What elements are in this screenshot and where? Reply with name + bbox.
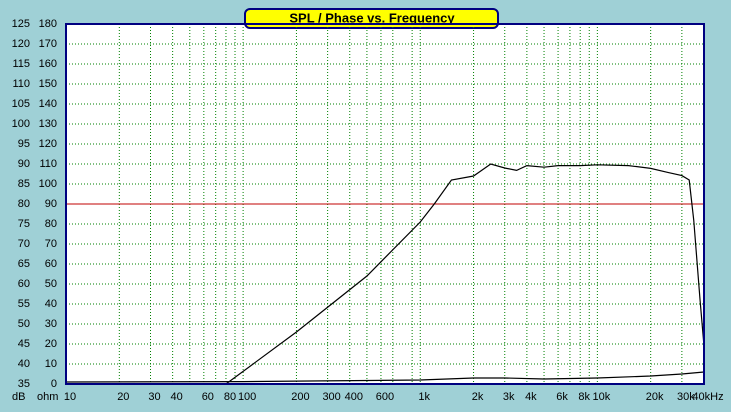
y-tick-label: 35 <box>18 378 30 390</box>
y2-tick-label: 100 <box>39 178 57 190</box>
y-tick-label: 80 <box>18 198 30 210</box>
y2-tick-label: 10 <box>45 358 57 370</box>
x-tick-label: 200 <box>291 391 309 403</box>
y2-tick-label: 60 <box>45 258 57 270</box>
y2-tick-label: 0 <box>51 378 57 390</box>
y2-axis-label: ohm <box>37 391 58 403</box>
y2-tick-label: 170 <box>39 38 57 50</box>
x-tick-label: 4k <box>525 391 537 403</box>
x-tick-label: 10 <box>64 391 76 403</box>
y2-tick-label: 120 <box>39 138 57 150</box>
y2-tick-label: 150 <box>39 78 57 90</box>
y-tick-label: 65 <box>18 258 30 270</box>
y2-tick-label: 90 <box>45 198 57 210</box>
x-tick-label: 40kHz <box>692 391 723 403</box>
y-tick-label: 50 <box>18 318 30 330</box>
y-tick-label: 75 <box>18 218 30 230</box>
x-tick-label: 80 <box>224 391 236 403</box>
y-tick-label: 85 <box>18 178 30 190</box>
x-tick-label: 600 <box>376 391 394 403</box>
y-tick-label: 90 <box>18 158 30 170</box>
x-tick-label: 40 <box>171 391 183 403</box>
y2-tick-label: 30 <box>45 318 57 330</box>
y-tick-label: 110 <box>12 78 30 90</box>
x-tick-label: 6k <box>556 391 568 403</box>
y-tick-label: 95 <box>18 138 30 150</box>
y2-tick-label: 110 <box>39 158 57 170</box>
plot-frame <box>65 23 705 385</box>
x-tick-label: 20k <box>646 391 664 403</box>
y2-tick-label: 130 <box>39 118 57 130</box>
chart-title: SPL / Phase vs. Frequency <box>289 10 455 25</box>
y-tick-label: 115 <box>12 58 30 70</box>
x-tick-label: 2k <box>472 391 484 403</box>
series-line <box>225 163 705 385</box>
y-tick-label: 105 <box>12 98 30 110</box>
y-tick-label: 120 <box>12 38 30 50</box>
x-tick-label: 20 <box>117 391 129 403</box>
y2-tick-label: 80 <box>45 218 57 230</box>
y-tick-label: 100 <box>12 118 30 130</box>
y2-tick-label: 160 <box>39 58 57 70</box>
x-tick-label: 300 <box>322 391 340 403</box>
y2-tick-label: 50 <box>45 278 57 290</box>
y-tick-label: 55 <box>18 298 30 310</box>
x-tick-label: 400 <box>345 391 363 403</box>
series-line <box>65 371 705 383</box>
y2-tick-label: 70 <box>45 238 57 250</box>
x-tick-label: 8k <box>578 391 590 403</box>
y2-tick-label: 180 <box>39 18 57 30</box>
y-tick-label: 70 <box>18 238 30 250</box>
y-tick-label: 40 <box>18 358 30 370</box>
y-tick-label: 60 <box>18 278 30 290</box>
y2-tick-label: 140 <box>39 98 57 110</box>
x-tick-label: 30 <box>148 391 160 403</box>
x-tick-label: 30k <box>677 391 695 403</box>
y2-tick-label: 20 <box>45 338 57 350</box>
x-tick-label: 3k <box>503 391 515 403</box>
x-tick-label: 100 <box>238 391 256 403</box>
y-tick-label: 125 <box>12 18 30 30</box>
y2-tick-label: 40 <box>45 298 57 310</box>
x-tick-label: 10k <box>592 391 610 403</box>
y-tick-label: 45 <box>18 338 30 350</box>
x-tick-label: 60 <box>202 391 214 403</box>
x-tick-label: 1k <box>418 391 430 403</box>
y-axis-label: dB <box>12 391 25 403</box>
